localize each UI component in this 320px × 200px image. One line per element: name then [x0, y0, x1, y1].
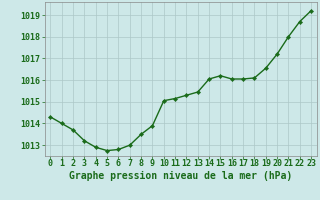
X-axis label: Graphe pression niveau de la mer (hPa): Graphe pression niveau de la mer (hPa) [69, 171, 292, 181]
